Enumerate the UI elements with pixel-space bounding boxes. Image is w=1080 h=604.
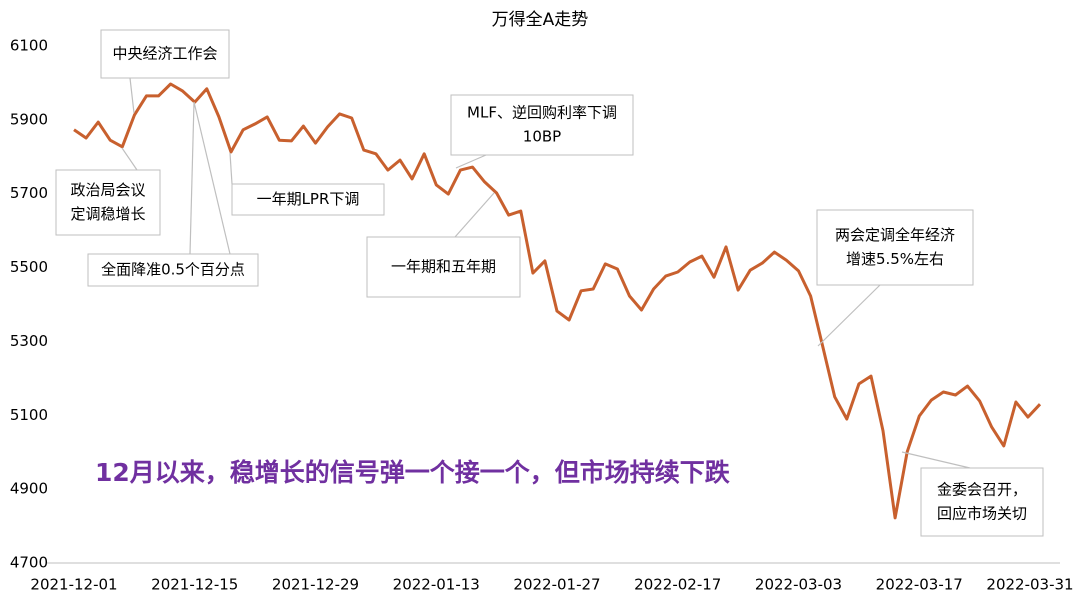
annotation-text: 全面降准0.5个百分点 xyxy=(101,261,245,279)
x-tick-label: 2022-01-13 xyxy=(393,576,480,594)
y-tick-label: 5100 xyxy=(10,406,48,424)
headline: 12月以来，稳增长的信号弹一个接一个，但市场持续下跌 xyxy=(95,458,730,487)
annotation-text: 增速5.5%左右 xyxy=(846,250,944,268)
annotation-text: 一年期和五年期 xyxy=(391,258,496,276)
annotation-text: 政治局会议 xyxy=(70,181,145,199)
x-tick-label: 2022-03-31 xyxy=(986,576,1073,594)
annotation-box xyxy=(231,183,385,216)
annotation-text: 金委会召开， xyxy=(937,481,1027,499)
leader-line xyxy=(121,147,138,171)
annotation-text: MLF、逆回购利率下调 xyxy=(467,104,617,122)
annotation-box xyxy=(55,169,161,236)
x-tick-label: 2022-03-17 xyxy=(876,576,963,594)
annotation-text: 一年期LPR下调 xyxy=(257,190,360,208)
leader-line xyxy=(129,77,135,114)
leader-line xyxy=(901,451,971,469)
x-tick-label: 2021-12-15 xyxy=(151,576,238,594)
y-tick-label: 5300 xyxy=(10,332,48,350)
annotation-text: 10BP xyxy=(523,128,561,146)
annotation-box xyxy=(87,253,259,287)
annotation-text: 定调稳增长 xyxy=(70,205,145,223)
x-tick-label: 2022-03-03 xyxy=(755,576,842,594)
x-tick-label: 2022-01-27 xyxy=(513,576,600,594)
y-tick-label: 5500 xyxy=(10,258,48,276)
annotation-box xyxy=(100,29,230,79)
y-tick-label: 6100 xyxy=(10,37,48,55)
x-tick-label: 2021-12-01 xyxy=(30,576,117,594)
y-tick-label: 4900 xyxy=(10,480,48,498)
leader-line xyxy=(229,152,233,185)
annotation-text: 两会定调全年经济 xyxy=(835,226,955,244)
x-tick-label: 2022-02-17 xyxy=(634,576,721,594)
line-series xyxy=(73,82,1042,520)
y-tick-label: 5700 xyxy=(10,184,48,202)
annotation-text: 中央经济工作会 xyxy=(112,45,217,63)
annotation-box xyxy=(920,467,1044,537)
leader-line xyxy=(817,284,881,347)
y-tick-label: 4700 xyxy=(10,554,48,572)
annotation-text: 回应市场关切 xyxy=(937,505,1027,523)
leader-line xyxy=(193,101,231,255)
chart-title: 万得全A走势 xyxy=(492,10,589,30)
annotation-box xyxy=(816,209,974,286)
leader-line xyxy=(455,154,487,169)
x-tick-label: 2021-12-29 xyxy=(272,576,359,594)
annotation-box xyxy=(450,94,634,156)
y-tick-label: 5900 xyxy=(10,110,48,128)
annotation-box xyxy=(366,236,521,298)
leader-line xyxy=(189,101,195,255)
leader-line xyxy=(454,192,495,238)
